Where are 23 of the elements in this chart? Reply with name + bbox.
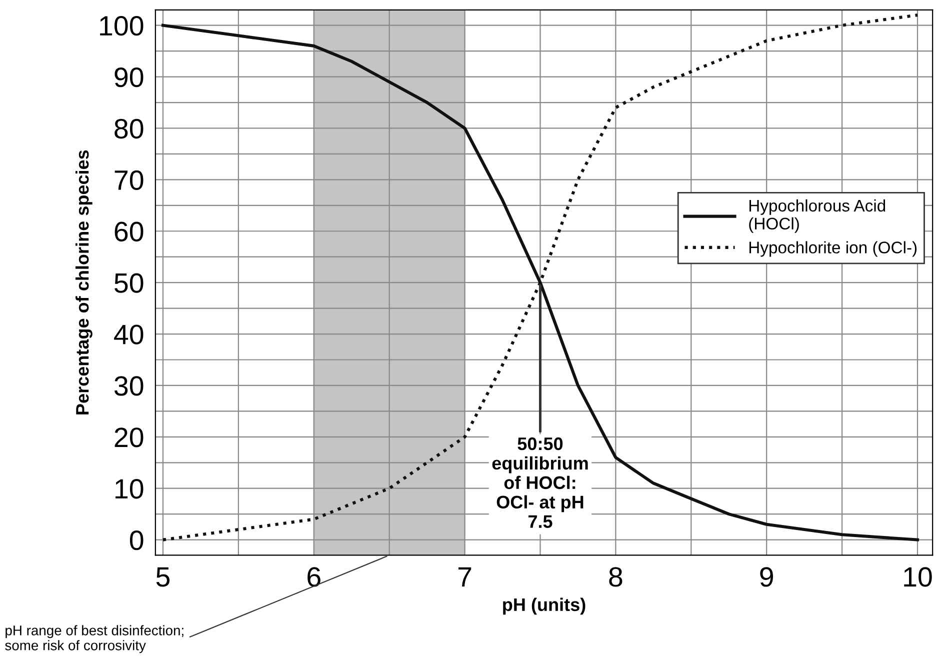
y-tick-label: 10: [116, 479, 144, 499]
y-tick-label: 70: [114, 170, 144, 190]
x-tick-label: 7: [458, 567, 472, 586]
legend-label: Hypochlorite ion (OCl-): [749, 241, 917, 257]
y-tick-label: 40: [114, 324, 144, 344]
x-tick-label: 6: [308, 567, 320, 587]
annotation: 50:50 equilibrium of HOCl: OCl- at pH 7.5: [492, 437, 588, 528]
y-tick-label: 90: [114, 67, 144, 88]
y-tick-label: 30: [114, 376, 144, 396]
x-tick-label: 9: [760, 567, 773, 587]
x-tick-label: 5: [156, 567, 170, 587]
y-tick-label: 0: [130, 530, 144, 550]
y-tick-label: 50: [114, 273, 144, 293]
band-label: pH range of best disinfection; some risk of corrosivity: [5, 625, 184, 654]
y-tick-label: 80: [114, 118, 144, 139]
y-tick-label: 20: [114, 428, 144, 448]
x-axis-title: pH (units): [503, 598, 586, 615]
y-tick-label: 100: [100, 16, 144, 36]
y-axis-title: Percentage of chlorine species: [76, 150, 92, 414]
legend-label: Hypochlorous Acid (HOCl): [749, 199, 886, 233]
x-tick-label: 10: [904, 567, 932, 587]
x-tick-label: 8: [609, 567, 622, 587]
y-tick-label: 60: [114, 222, 144, 242]
